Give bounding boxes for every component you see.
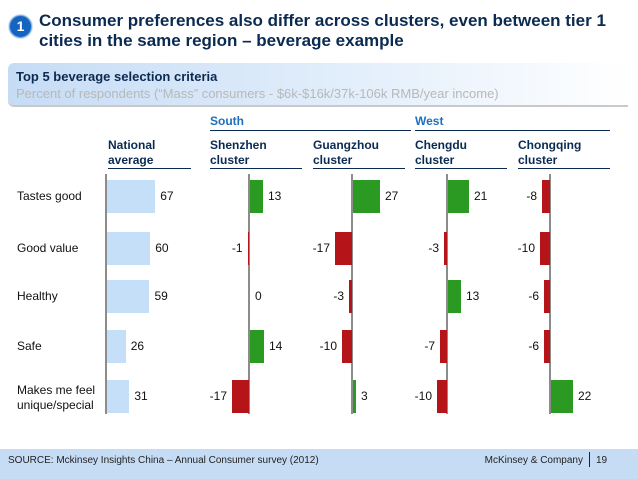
bar <box>448 180 469 213</box>
bar <box>250 330 264 363</box>
zero-axis <box>549 174 551 414</box>
bar <box>107 280 150 313</box>
column-header: Chongqing cluster <box>518 138 581 168</box>
data-label: -10 <box>319 339 337 353</box>
bar <box>342 330 352 363</box>
bar <box>107 330 126 363</box>
bar <box>540 232 550 265</box>
bar <box>544 280 550 313</box>
data-label: -6 <box>528 339 539 353</box>
column-header-line: Shenzhen <box>210 138 267 152</box>
column-header: National average <box>108 138 155 168</box>
chart-title: Top 5 beverage selection criteria <box>16 69 218 84</box>
bar <box>437 380 447 413</box>
bar <box>107 180 156 213</box>
category-label: Good value <box>17 241 79 255</box>
section-number-badge: 1 <box>9 15 32 38</box>
bar <box>448 280 461 313</box>
column-header-line: Chongqing <box>518 138 582 152</box>
data-label: 26 <box>130 339 145 353</box>
chart-unit-note: Percent of respondents (“Mass” consumers… <box>16 86 499 101</box>
zero-axis <box>248 174 250 414</box>
column-header-underline <box>210 168 302 169</box>
column-header-line: Chengdu <box>415 138 467 152</box>
column-header-underline <box>415 168 507 169</box>
bar <box>107 232 151 265</box>
bar <box>232 380 249 413</box>
bar <box>250 180 263 213</box>
column-header-underline <box>313 168 405 169</box>
data-label: -8 <box>526 189 537 203</box>
data-label: 67 <box>160 189 174 203</box>
page-number: 19 <box>596 455 608 466</box>
data-label: -17 <box>312 241 330 255</box>
bar <box>107 380 130 413</box>
bar <box>551 380 573 413</box>
column-header-line: cluster <box>313 153 353 167</box>
data-label: -10 <box>414 389 432 403</box>
column-header: Shenzhen cluster <box>210 138 267 168</box>
slide-title: Consumer preferences also differ across … <box>39 11 606 50</box>
data-label: 13 <box>268 189 282 203</box>
category-label: Tastes good <box>17 189 82 203</box>
data-label: 27 <box>385 189 399 203</box>
subtitle-banner <box>8 63 628 107</box>
data-label: -17 <box>209 389 227 403</box>
bar <box>247 232 249 265</box>
region-divider-west <box>415 130 610 131</box>
data-label: 60 <box>155 241 169 255</box>
data-label: -7 <box>424 339 435 353</box>
column-header-line: average <box>108 153 154 167</box>
column-header-line: Guangzhou <box>313 138 379 152</box>
category-label: Makes me feel unique/special <box>17 383 96 412</box>
bar <box>335 232 352 265</box>
column-header-line: National <box>108 138 156 152</box>
column-header-underline <box>108 168 191 169</box>
bar <box>542 180 550 213</box>
bar <box>353 380 356 413</box>
footer-separator <box>589 452 590 467</box>
data-label: 59 <box>154 289 168 303</box>
footer-bar <box>0 449 638 479</box>
source-note: SOURCE: Mckinsey Insights China – Annual… <box>8 455 319 466</box>
column-header-line: cluster <box>415 153 455 167</box>
data-label: 22 <box>578 389 592 403</box>
region-label-south: South <box>210 114 244 128</box>
category-label: Safe <box>17 339 42 353</box>
data-label: -10 <box>517 241 535 255</box>
data-label: -6 <box>528 289 539 303</box>
bar <box>349 280 352 313</box>
company-name: McKinsey & Company <box>484 455 583 466</box>
bar <box>444 232 447 265</box>
data-label: 3 <box>361 389 368 403</box>
data-label: -3 <box>333 289 344 303</box>
data-label: -1 <box>231 241 243 255</box>
bar <box>544 330 550 363</box>
zero-axis <box>105 174 107 414</box>
data-label: 31 <box>134 389 148 403</box>
region-label-west: West <box>415 114 444 128</box>
region-divider-south <box>210 130 411 131</box>
data-label: -3 <box>428 241 439 255</box>
data-label: 0 <box>255 289 262 303</box>
data-label: 14 <box>269 339 283 353</box>
column-header-line: cluster <box>518 153 558 167</box>
zero-axis <box>446 174 448 414</box>
column-header: Guangzhou cluster <box>313 138 379 168</box>
bar <box>440 330 447 363</box>
data-label: 13 <box>466 289 480 303</box>
data-label: 21 <box>474 189 488 203</box>
zero-axis <box>351 174 353 414</box>
column-header: Chengdu cluster <box>415 138 467 168</box>
column-header-underline <box>518 168 610 169</box>
category-label: Healthy <box>17 289 58 303</box>
bar <box>353 180 380 213</box>
column-header-line: cluster <box>210 153 250 167</box>
